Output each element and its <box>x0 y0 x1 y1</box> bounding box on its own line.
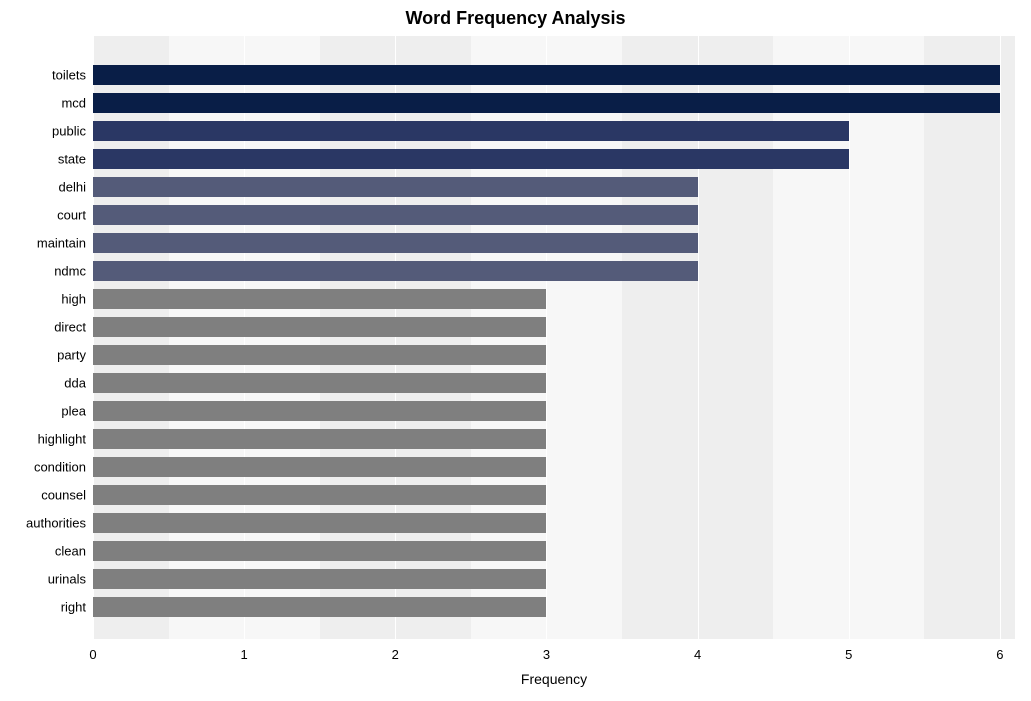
bar <box>93 233 698 253</box>
bar <box>93 177 698 197</box>
x-tick-label: 6 <box>996 647 1003 662</box>
y-tick-label: highlight <box>0 432 86 447</box>
y-tick-label: state <box>0 152 86 167</box>
bar <box>93 205 698 225</box>
bar <box>93 93 1000 113</box>
bar <box>93 373 546 393</box>
y-tick-label: toilets <box>0 68 86 83</box>
bar <box>93 457 546 477</box>
x-tick-label: 4 <box>694 647 701 662</box>
x-tick-label: 3 <box>543 647 550 662</box>
bar <box>93 597 546 617</box>
y-tick-label: party <box>0 348 86 363</box>
bar <box>93 289 546 309</box>
x-tick-label: 2 <box>392 647 399 662</box>
y-tick-label: condition <box>0 460 86 475</box>
plot-area <box>93 36 1015 639</box>
bar <box>93 65 1000 85</box>
bar <box>93 149 849 169</box>
bar <box>93 429 546 449</box>
grid-line <box>1000 36 1001 639</box>
bar <box>93 401 546 421</box>
y-tick-label: counsel <box>0 488 86 503</box>
x-tick-label: 1 <box>241 647 248 662</box>
bar <box>93 345 546 365</box>
chart-title: Word Frequency Analysis <box>0 8 1031 29</box>
bar <box>93 317 546 337</box>
y-tick-label: ndmc <box>0 264 86 279</box>
y-tick-label: direct <box>0 320 86 335</box>
x-axis-label: Frequency <box>93 671 1015 687</box>
bar <box>93 569 546 589</box>
bar <box>93 541 546 561</box>
y-tick-label: high <box>0 292 86 307</box>
chart-container: Word Frequency Analysis Frequency toilet… <box>0 0 1031 701</box>
grid-band <box>924 36 1015 639</box>
y-tick-label: authorities <box>0 516 86 531</box>
y-tick-label: clean <box>0 544 86 559</box>
y-tick-label: dda <box>0 376 86 391</box>
x-tick-label: 0 <box>89 647 96 662</box>
bar <box>93 485 546 505</box>
y-tick-label: maintain <box>0 236 86 251</box>
grid-line <box>849 36 850 639</box>
y-tick-label: public <box>0 124 86 139</box>
y-tick-label: delhi <box>0 180 86 195</box>
y-tick-label: right <box>0 600 86 615</box>
bar <box>93 513 546 533</box>
y-tick-label: mcd <box>0 96 86 111</box>
bar <box>93 261 698 281</box>
x-tick-label: 5 <box>845 647 852 662</box>
y-tick-label: plea <box>0 404 86 419</box>
y-tick-label: court <box>0 208 86 223</box>
y-tick-label: urinals <box>0 572 86 587</box>
bar <box>93 121 849 141</box>
